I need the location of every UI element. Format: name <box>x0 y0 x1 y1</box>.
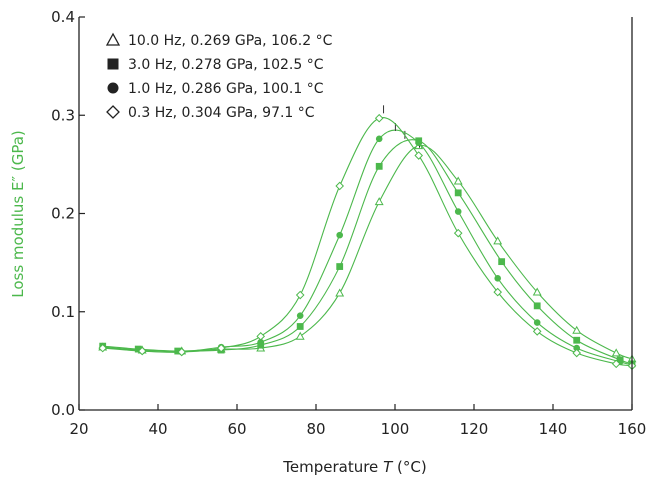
data-point <box>572 348 582 358</box>
series-0 <box>98 139 637 363</box>
data-point <box>498 258 506 266</box>
data-point <box>493 287 503 297</box>
data-point <box>336 231 344 239</box>
data-point <box>295 290 305 300</box>
data-point <box>532 327 542 336</box>
data-point <box>494 275 502 282</box>
data-point <box>374 113 384 123</box>
x-tick-label: 80 <box>306 420 325 438</box>
y-tick-label: 0.2 <box>51 205 75 223</box>
y-tick-label: 0.4 <box>51 8 75 26</box>
data-point <box>177 347 187 357</box>
series-line <box>102 139 633 365</box>
data-point <box>257 338 265 346</box>
data-point <box>453 176 463 185</box>
x-axis-label: Temperature T (°C) <box>282 458 426 476</box>
data-point <box>336 263 344 270</box>
x-tick-label: 40 <box>148 420 167 438</box>
data-point <box>573 336 581 344</box>
data-point <box>296 312 304 319</box>
data-point <box>174 347 182 355</box>
data-point <box>573 344 580 352</box>
y-axis-label: Loss modulus E″ (GPa) <box>9 130 27 297</box>
legend-item: 1.0 Hz, 0.286 GPa, 100.1 °C <box>107 81 324 97</box>
legend-label: 1.0 Hz, 0.286 GPa, 100.1 °C <box>128 81 324 97</box>
series-line <box>102 145 633 360</box>
data-point <box>375 162 383 170</box>
series-1 <box>99 130 636 368</box>
y-tick-label: 0.0 <box>51 401 75 419</box>
legend-diamond-marker <box>106 105 120 119</box>
data-point <box>611 359 621 369</box>
legend-label: 10.0 Hz, 0.269 GPa, 106.2 °C <box>128 33 333 49</box>
data-point <box>454 189 462 197</box>
x-tick-label: 160 <box>618 420 647 438</box>
data-point <box>134 345 142 353</box>
x-tick-label: 60 <box>227 420 246 438</box>
data-point <box>415 139 423 147</box>
x-tick-label: 140 <box>539 420 568 438</box>
series-line <box>102 116 633 367</box>
legend-item: 0.3 Hz, 0.304 GPa, 97.1 °C <box>106 105 315 121</box>
legend-label: 3.0 Hz, 0.278 GPa, 102.5 °C <box>128 57 324 73</box>
data-point <box>374 197 384 206</box>
data-point <box>454 208 462 215</box>
legend: 10.0 Hz, 0.269 GPa, 106.2 °C 3.0 Hz, 0.27… <box>105 32 333 121</box>
data-point <box>453 228 463 238</box>
data-point <box>572 325 582 334</box>
data-point <box>611 348 621 357</box>
data-point <box>216 343 226 353</box>
data-point <box>532 287 542 296</box>
data-point <box>533 302 541 310</box>
legend-item: 10.0 Hz, 0.269 GPa, 106.2 °C <box>105 32 333 49</box>
series-2 <box>99 123 636 369</box>
legend-label: 0.3 Hz, 0.304 GPa, 97.1 °C <box>128 105 315 121</box>
data-point <box>256 332 266 341</box>
data-point <box>296 323 304 330</box>
x-tick-label: 20 <box>69 420 88 438</box>
series-3 <box>98 105 637 371</box>
data-point <box>137 346 147 356</box>
series-line <box>102 129 633 366</box>
legend-triangle-marker <box>105 32 121 46</box>
data-point <box>335 181 345 191</box>
legend-circle-marker <box>107 82 119 94</box>
x-tick-label: 100 <box>381 420 410 438</box>
legend-item: 3.0 Hz, 0.278 GPa, 102.5 °C <box>107 57 324 73</box>
data-point <box>414 151 424 160</box>
y-tick-label: 0.1 <box>51 303 75 321</box>
plot-area <box>98 105 637 371</box>
ticks: 20 40 60 80 100 120 140 160 0.0 0.1 0.2 0.3 0.4 <box>51 8 646 438</box>
y-tick-label: 0.3 <box>51 106 75 124</box>
data-point <box>493 236 503 245</box>
data-point <box>98 343 108 353</box>
data-point <box>295 331 305 340</box>
data-point <box>335 288 345 297</box>
legend-square-marker <box>107 58 119 70</box>
data-point <box>533 319 541 326</box>
data-point <box>375 135 383 143</box>
x-tick-label: 120 <box>460 420 489 438</box>
